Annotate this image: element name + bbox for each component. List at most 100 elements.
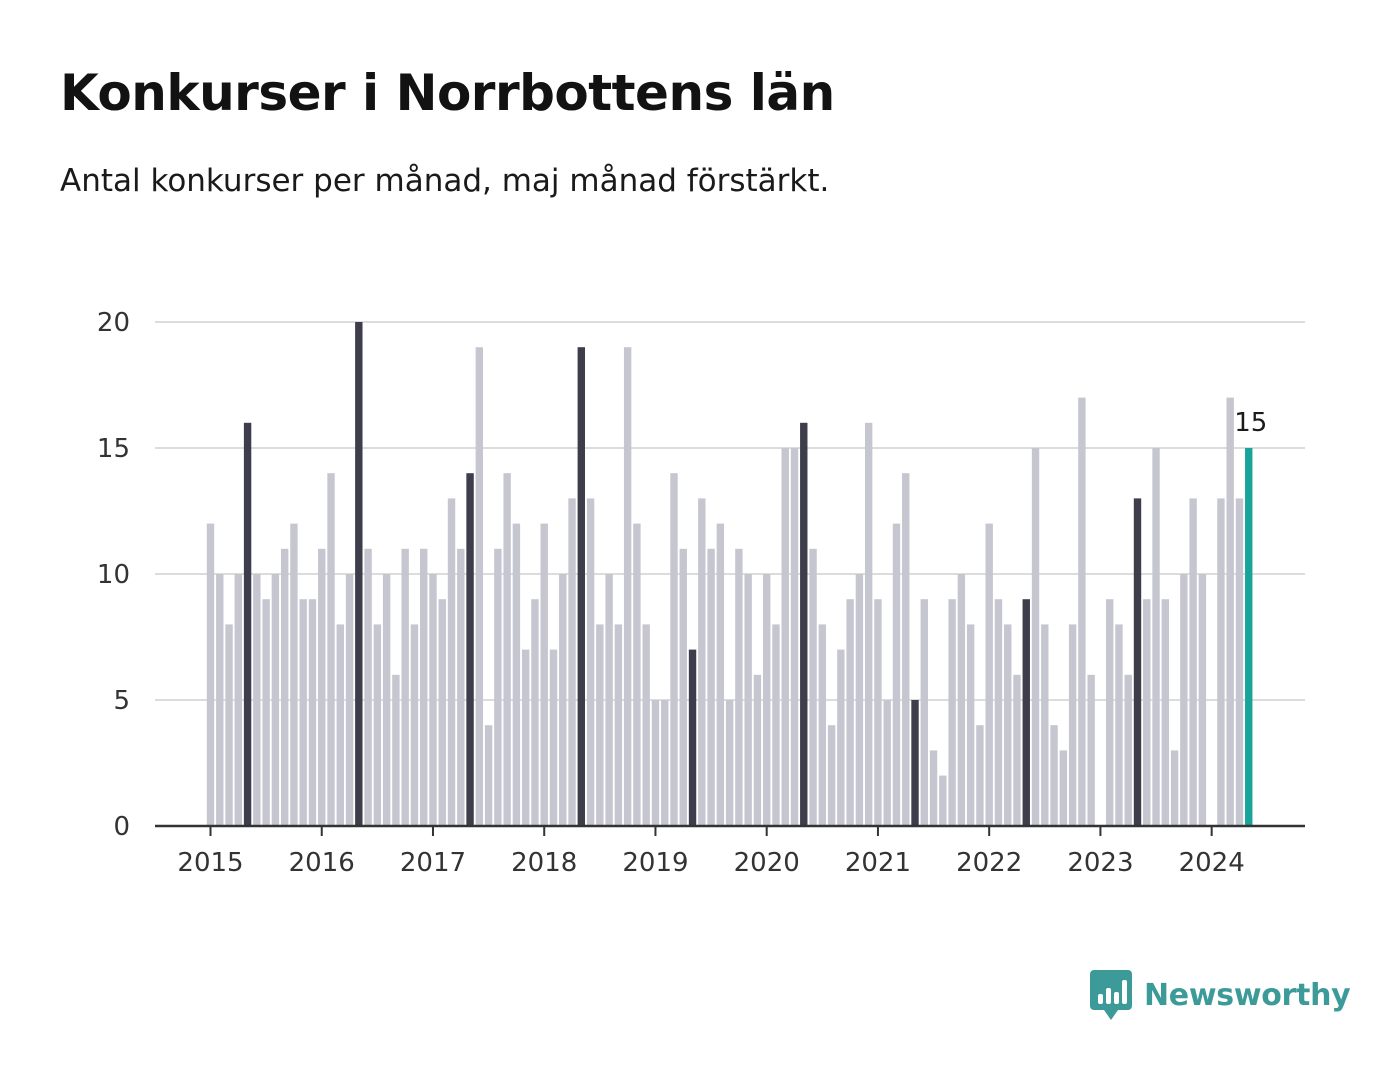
bar (651, 700, 660, 826)
bar (364, 548, 372, 826)
bar (874, 599, 882, 826)
bar-may (243, 422, 252, 826)
bar (549, 649, 558, 826)
latest-value-label: 15 (1234, 408, 1267, 438)
x-tick-label: 2024 (1179, 848, 1245, 878)
bar (494, 548, 502, 826)
bar (633, 523, 641, 826)
bar-may (911, 700, 919, 826)
x-tick-label: 2017 (400, 848, 466, 878)
x-tick-label: 2021 (845, 848, 911, 878)
bar (1124, 674, 1132, 826)
bar-may (577, 347, 585, 826)
labels: 0 5 10 15 20 2015 2016 2017 2018 2019 2020 2021 2022… (97, 308, 1267, 878)
bar (670, 473, 678, 826)
bar (614, 624, 623, 826)
bar (345, 574, 354, 826)
bar (605, 574, 613, 826)
bar (763, 574, 771, 826)
bar (1180, 574, 1188, 826)
bar (586, 498, 595, 826)
bar (410, 624, 419, 826)
y-tick-label: 5 (113, 686, 130, 716)
bar (447, 498, 456, 826)
bar (957, 574, 966, 826)
bar (1226, 397, 1234, 826)
bar-latest (1245, 448, 1253, 826)
bar (438, 599, 446, 826)
x-tick-label: 2022 (956, 848, 1022, 878)
bar (902, 473, 910, 826)
bar (1013, 674, 1021, 826)
bar (234, 574, 243, 826)
bar (457, 548, 465, 826)
bar-chart-speech-bubble-icon (1090, 970, 1132, 1020)
bar (985, 523, 993, 826)
bar-may (355, 322, 363, 826)
y-tick-label: 0 (113, 812, 130, 842)
bar (1189, 498, 1197, 826)
bar (253, 574, 261, 826)
bar (725, 700, 734, 826)
y-tick-label: 20 (97, 308, 130, 338)
bar (373, 624, 382, 826)
bar (772, 624, 780, 826)
bar (484, 725, 493, 826)
bar (216, 574, 224, 826)
y-tick-label: 10 (97, 560, 130, 590)
bar (855, 574, 864, 826)
bar (318, 548, 326, 826)
x-tick-label: 2023 (1067, 848, 1133, 878)
bar (559, 574, 567, 826)
bar (280, 548, 289, 826)
newsworthy-logo: Newsworthy (1090, 970, 1351, 1020)
x-tick-label: 2018 (511, 848, 577, 878)
bar (892, 523, 901, 826)
bar (1105, 599, 1114, 826)
bar (781, 448, 789, 826)
bar (1217, 498, 1225, 826)
bar (707, 548, 715, 826)
bar-may (1133, 498, 1142, 826)
bar (1068, 624, 1077, 826)
bar (735, 548, 743, 826)
x-tick-label: 2015 (177, 848, 243, 878)
chart-subtitle: Antal konkurser per månad, maj månad för… (60, 163, 830, 199)
bar (929, 750, 938, 826)
bar (1078, 397, 1086, 826)
bar (827, 725, 836, 826)
bar (1161, 599, 1170, 826)
y-tick-label: 15 (97, 434, 130, 464)
bar (883, 700, 891, 826)
bar (299, 599, 307, 826)
bar (1059, 750, 1068, 826)
bar (1031, 448, 1040, 826)
bar (661, 700, 669, 826)
bar (308, 599, 317, 826)
bar (531, 599, 539, 826)
bar (948, 599, 956, 826)
chart-title: Konkurser i Norrbottens län (60, 64, 835, 122)
x-tick-label: 2020 (734, 848, 800, 878)
bar (568, 498, 576, 826)
bar (642, 624, 650, 826)
bar (753, 674, 762, 826)
bar (716, 523, 725, 826)
bar-may (466, 473, 474, 826)
bar (1115, 624, 1123, 826)
bar (401, 548, 409, 826)
bar-may (800, 422, 808, 826)
bar (994, 599, 1003, 826)
x-tick-label: 2016 (289, 848, 355, 878)
bar (382, 574, 391, 826)
bar (1041, 624, 1049, 826)
bar (262, 599, 270, 826)
bar (1198, 574, 1207, 826)
bar (1143, 599, 1151, 826)
bar (512, 523, 521, 826)
bar (1152, 448, 1160, 826)
bar (790, 448, 799, 826)
bars (206, 322, 1253, 826)
bar (920, 599, 928, 826)
